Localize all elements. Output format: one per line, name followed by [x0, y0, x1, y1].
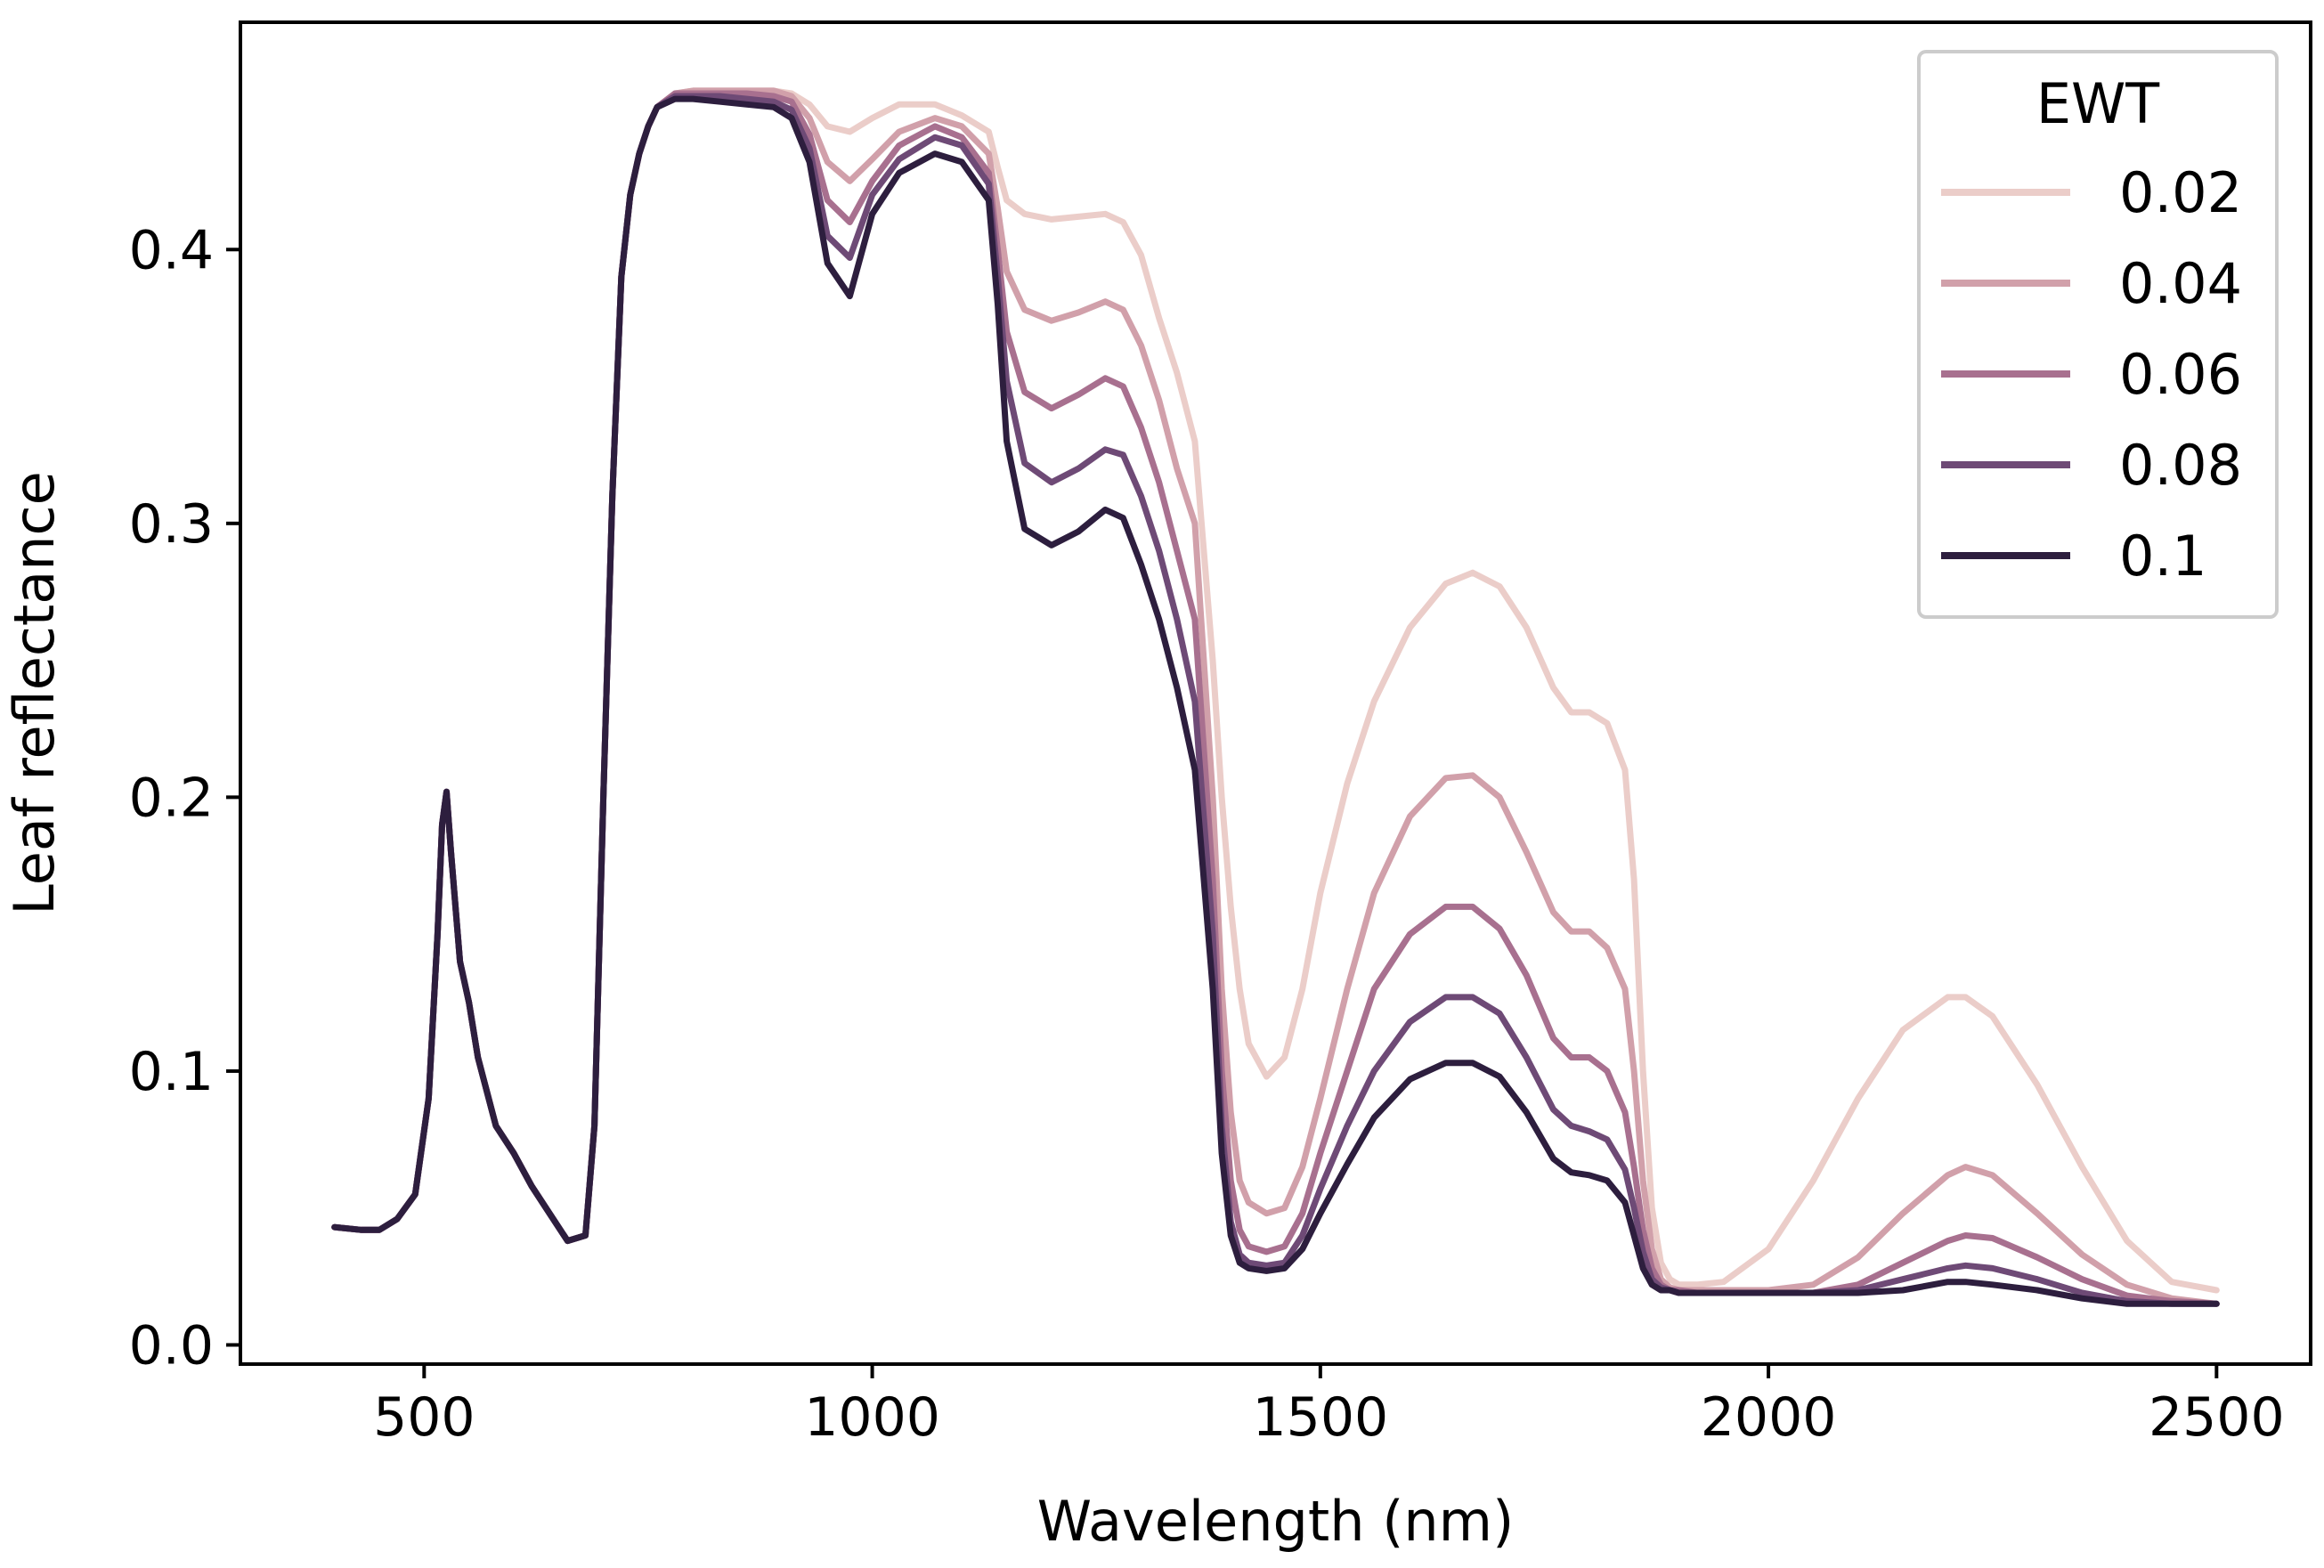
- x-tick-label: 2500: [2149, 1386, 2285, 1449]
- series-line-0-1: [331, 95, 2220, 1307]
- legend-label: 0.02: [2119, 160, 2242, 225]
- legend-box: [1917, 50, 2279, 619]
- plot-frame: [239, 20, 2312, 1366]
- x-tick-label: 1000: [804, 1386, 940, 1449]
- y-tick-label: 0.3: [129, 493, 214, 556]
- x-tick-label: 2000: [1701, 1386, 1837, 1449]
- legend: EWT 0.02 0.04 0.06 0.08 0.1: [1917, 50, 2279, 619]
- legend-label: 0.04: [2119, 251, 2242, 316]
- legend-label: 0.1: [2119, 524, 2207, 589]
- axis-layer: 500 1000 1500 2000 2500 0.0 0.1 0.2 0.3 0.4: [129, 20, 2312, 1449]
- x-axis-title: Wavelength (nm): [1037, 1489, 1515, 1554]
- x-tick-label: 500: [373, 1386, 475, 1449]
- y-tick-label: 0.4: [129, 219, 214, 281]
- legend-title: EWT: [2036, 71, 2160, 136]
- y-axis-title: Leaf reflectance: [2, 471, 67, 915]
- y-tick-label: 0.2: [129, 767, 214, 829]
- x-tick-label: 1500: [1252, 1386, 1388, 1449]
- legend-label: 0.06: [2119, 342, 2242, 407]
- y-tick-label: 0.0: [129, 1314, 214, 1377]
- y-tick-label: 0.1: [129, 1041, 214, 1103]
- legend-label: 0.08: [2119, 433, 2242, 498]
- series-layer: [331, 87, 2220, 1307]
